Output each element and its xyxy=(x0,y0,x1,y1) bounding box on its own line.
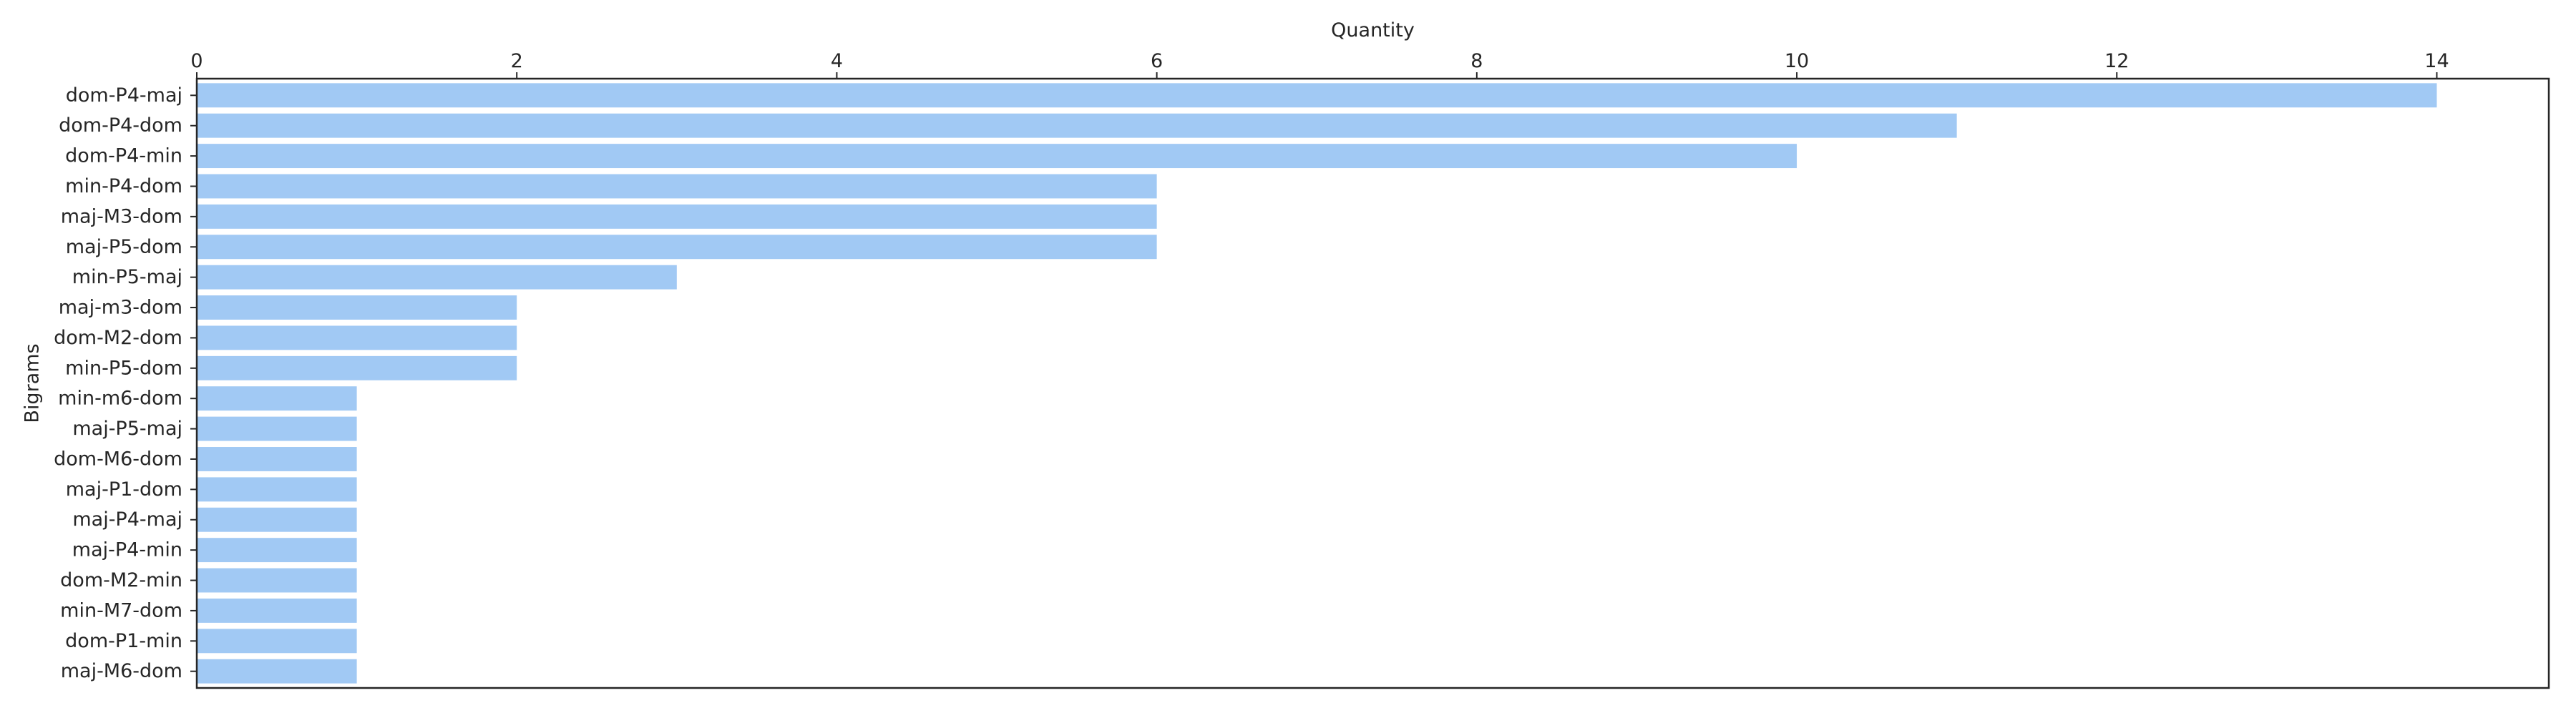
x-tick-label: 14 xyxy=(2424,50,2449,72)
y-tick-label: maj-P5-maj xyxy=(72,418,182,440)
y-tick-label: maj-M6-dom xyxy=(61,660,182,682)
y-tick-label: min-M7-dom xyxy=(60,599,182,621)
y-tick-label: maj-P4-maj xyxy=(72,508,182,531)
bar-dom-M2-min xyxy=(197,568,357,593)
bar-dom-M2-dom xyxy=(197,325,517,350)
x-tick-label: 6 xyxy=(1151,50,1163,72)
bars-group xyxy=(197,83,2437,684)
y-tick-label: maj-m3-dom xyxy=(59,297,182,319)
x-tick-label: 12 xyxy=(2104,50,2129,72)
bar-maj-P4-maj xyxy=(197,507,357,532)
y-tick-label: min-P5-maj xyxy=(72,266,182,288)
bar-maj-P5-dom xyxy=(197,235,1157,260)
y-tick-label: dom-M2-min xyxy=(60,569,182,591)
x-tick-label: 8 xyxy=(1470,50,1483,72)
bar-dom-M6-dom xyxy=(197,447,357,471)
bar-min-P5-dom xyxy=(197,355,517,380)
x-tick-label: 2 xyxy=(511,50,523,72)
y-tick-label: maj-P1-dom xyxy=(66,478,182,501)
bar-maj-M6-dom xyxy=(197,659,357,684)
y-tick-label: min-m6-dom xyxy=(58,388,182,410)
bar-dom-P4-maj xyxy=(197,83,2437,108)
bar-maj-m3-dom xyxy=(197,295,517,320)
y-tick-label: maj-P5-dom xyxy=(66,236,182,258)
x-tick-label: 0 xyxy=(190,50,203,72)
x-tick-label: 10 xyxy=(1785,50,1809,72)
y-tick-label: dom-P4-maj xyxy=(66,84,182,107)
y-tick-label: maj-M3-dom xyxy=(61,205,182,227)
bar-dom-P1-min xyxy=(197,629,357,654)
y-tick-label: dom-P4-dom xyxy=(59,114,182,137)
bar-maj-P4-min xyxy=(197,538,357,563)
bar-min-P5-maj xyxy=(197,265,677,290)
bar-dom-P4-min xyxy=(197,144,1797,169)
y-ticks-group: dom-P4-maj dom-P4-dom dom-P4-min min-P4-dom… xyxy=(54,84,197,682)
bar-maj-P5-maj xyxy=(197,416,357,441)
y-tick-label: dom-P4-min xyxy=(65,145,182,167)
bar-min-M7-dom xyxy=(197,598,357,623)
bar-dom-P4-dom xyxy=(197,113,1957,138)
x-axis-label: Quantity xyxy=(1331,19,1415,41)
bar-min-m6-dom xyxy=(197,386,357,411)
x-ticks-group: 0 2 4 6 8 10 12 14 xyxy=(190,50,2449,79)
y-tick-label: dom-P1-min xyxy=(65,630,182,652)
bar-maj-M3-dom xyxy=(197,204,1157,229)
y-axis-label: Bigrams xyxy=(21,343,44,423)
y-tick-label: min-P4-dom xyxy=(65,175,182,197)
bar-min-P4-dom xyxy=(197,174,1157,199)
y-tick-label: min-P5-dom xyxy=(65,357,182,379)
x-tick-label: 4 xyxy=(831,50,843,72)
y-tick-label: dom-M6-dom xyxy=(54,448,182,470)
y-tick-label: maj-P4-min xyxy=(72,539,182,561)
plot-frame xyxy=(195,77,2550,689)
y-tick-label: dom-M2-dom xyxy=(54,327,182,349)
bar-maj-P1-dom xyxy=(197,477,357,502)
